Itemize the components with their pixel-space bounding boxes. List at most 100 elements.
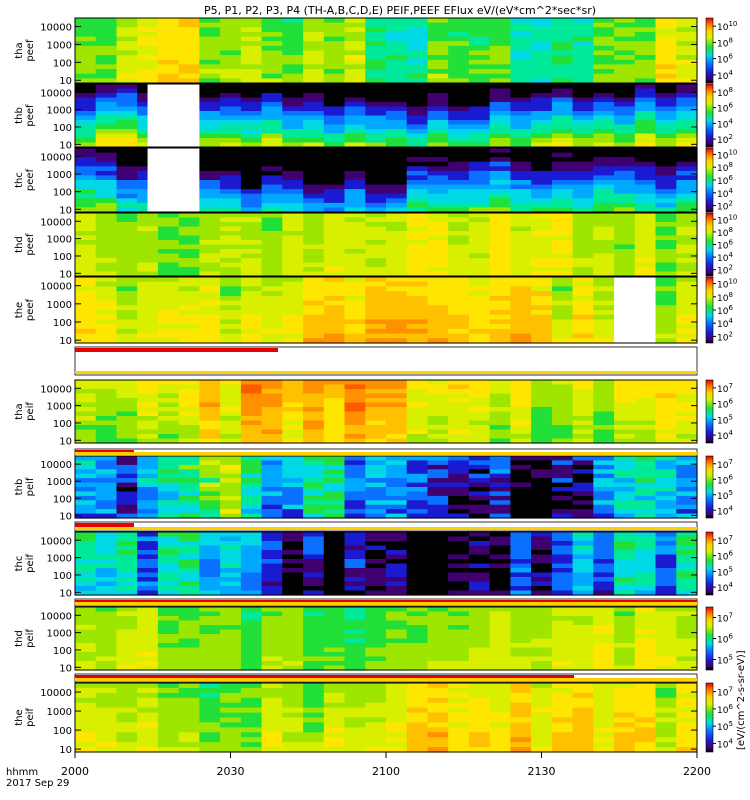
- spectrogram-cell: [344, 697, 366, 704]
- spectrogram-cell: [448, 464, 470, 470]
- spectrogram-cell: [220, 324, 242, 330]
- spectrogram-cell: [531, 244, 553, 250]
- spectrogram-cell: [676, 464, 698, 470]
- spectrogram-cell: [489, 420, 511, 426]
- spectrogram-cell: [75, 513, 97, 519]
- spectrogram-cell: [116, 456, 138, 461]
- spectrogram-cell: [303, 27, 325, 33]
- spectrogram-cell: [199, 286, 221, 292]
- spectrogram-cell: [261, 541, 283, 547]
- spectrogram-cell: [303, 393, 325, 399]
- spectrogram-cell: [427, 310, 449, 316]
- spectrogram-cell: [323, 541, 346, 547]
- spectrogram-cell: [572, 513, 594, 519]
- spectrogram-cell: [551, 697, 574, 704]
- spectrogram-cell: [448, 656, 470, 662]
- spectrogram-cell: [489, 384, 511, 390]
- spectrogram-cell: [303, 193, 325, 199]
- spectrogram-cell: [427, 148, 449, 154]
- spectrogram-cell: [655, 742, 677, 748]
- spectrogram-cell: [510, 460, 532, 466]
- spectrogram-cell: [282, 554, 304, 560]
- spectrogram-cell: [282, 629, 304, 635]
- spectrogram-cell: [365, 652, 387, 658]
- spectrogram-cell: [551, 384, 574, 390]
- spectrogram-cell: [427, 747, 449, 753]
- spectrogram-cell: [75, 620, 97, 626]
- spectrogram-cell: [75, 652, 97, 658]
- spectrogram-cell: [75, 84, 97, 90]
- spectrogram-cell: [282, 133, 304, 139]
- spectrogram-cell: [489, 616, 511, 622]
- spectrogram-cell: [572, 295, 594, 302]
- spectrogram-cell: [531, 469, 553, 475]
- spectrogram-cell: [427, 45, 449, 52]
- spectrogram-cell: [199, 656, 221, 662]
- spectrogram-cell: [468, 625, 491, 631]
- spectrogram-cell: [531, 416, 553, 422]
- spectrogram-cell: [531, 184, 553, 190]
- spectrogram-cell: [303, 554, 325, 560]
- spectrogram-cell: [137, 300, 159, 306]
- spectrogram-cell: [510, 634, 532, 640]
- spectrogram-cell: [531, 500, 553, 506]
- spectrogram-cell: [323, 45, 346, 52]
- spectrogram-cell: [510, 271, 532, 277]
- spectrogram-cell: [220, 473, 242, 479]
- spectrogram-cell: [282, 420, 304, 426]
- spectrogram-cell: [572, 202, 594, 209]
- spectrogram-cell: [676, 69, 698, 75]
- spectrogram-cell: [551, 581, 574, 587]
- spectrogram-cell: [116, 487, 138, 492]
- spectrogram-cell: [95, 402, 117, 408]
- spectrogram-cell: [137, 504, 159, 510]
- spectrogram-cell: [427, 712, 449, 719]
- spectrogram-cell: [282, 152, 304, 158]
- spectrogram-cell: [116, 707, 138, 714]
- spectrogram-cell: [655, 707, 677, 714]
- spectrogram-cell: [655, 22, 677, 28]
- spectrogram-cell: [572, 324, 594, 330]
- spectrogram-cell: [531, 402, 553, 408]
- spectrogram-cell: [614, 495, 636, 501]
- spectrogram-cell: [572, 55, 594, 61]
- colorbar-label: 104: [717, 429, 733, 442]
- spectrogram-cell: [593, 577, 615, 583]
- y-tick-label: 100: [53, 726, 72, 737]
- spectrogram-cell: [303, 281, 325, 287]
- spectrogram-cell: [676, 217, 698, 223]
- spectrogram-cell: [448, 568, 470, 574]
- spectrogram-cell: [489, 568, 511, 574]
- spectrogram-cell: [676, 267, 698, 273]
- spectrogram-cell: [572, 577, 594, 583]
- spectrogram-cell: [572, 305, 594, 311]
- spectrogram-cell: [240, 647, 263, 653]
- spectrogram-cell: [448, 22, 470, 28]
- y-tick-label: 10: [59, 76, 72, 87]
- spectrogram-cell: [551, 138, 574, 144]
- spectrogram-cell: [199, 541, 221, 547]
- spectrogram-cell: [75, 310, 97, 316]
- spectrogram-cell: [572, 536, 594, 542]
- spectrogram-cell: [676, 193, 698, 199]
- colorbar-label: 104: [717, 117, 733, 130]
- spectrogram-cell: [137, 629, 159, 635]
- spectrogram-cell: [199, 262, 221, 268]
- spectrogram-cell: [448, 665, 470, 671]
- spectrogram-cell: [427, 36, 449, 42]
- spectrogram-cell: [282, 563, 304, 569]
- spectrogram-cell: [220, 572, 242, 578]
- spectrogram-cell: [178, 665, 200, 671]
- data-gap: [147, 84, 200, 147]
- spectrogram-cell: [655, 157, 677, 163]
- spectrogram-cell: [551, 425, 574, 431]
- spectrogram-cell: [199, 27, 221, 33]
- spectrogram-cell: [199, 692, 221, 699]
- spectrogram-cell: [593, 384, 615, 390]
- spectrogram-cell: [282, 380, 304, 386]
- spectrogram-cell: [116, 31, 138, 38]
- spectrogram-cell: [406, 217, 428, 223]
- spectrogram-cell: [303, 647, 325, 653]
- spectrogram-cell: [489, 41, 511, 47]
- spectrogram-cell: [75, 491, 97, 497]
